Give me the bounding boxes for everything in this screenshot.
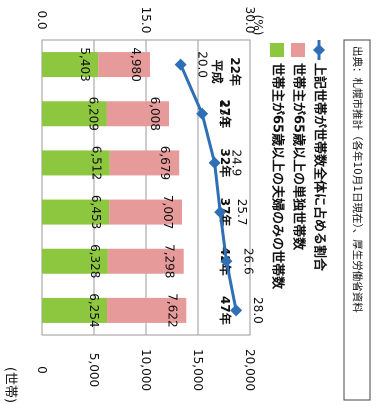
data-label-65plus-couple: 6,453 (89, 195, 103, 229)
bar-segment-65plus-couple (42, 297, 108, 323)
data-label-65plus-couple: 6,328 (88, 244, 102, 278)
data-label-65plus-single: 6,008 (148, 97, 162, 131)
ratio-marker (174, 58, 187, 71)
bar-segment-65plus-couple (42, 199, 110, 225)
data-label-65plus-couple: 6,254 (87, 293, 101, 327)
ratio-marker (214, 206, 227, 219)
percent-axis-tick-label: 0.0 (35, 10, 49, 29)
legend-label: 世帯主が65歳以上の単独世帯数 (291, 63, 307, 251)
bar-segment-65plus-couple (42, 101, 107, 127)
source-note: 出典：札幌市推計（各年10月1日現在）、厚生労働省資料 (351, 46, 364, 313)
data-label-65plus-single: 7,298 (163, 244, 177, 278)
value-axis-tick-label: 10,000 (139, 349, 153, 391)
legend-label: 上記世帯が世帯数全体に占める割合 (312, 63, 328, 272)
bar-segment-65plus-couple (42, 52, 99, 78)
data-label-65plus-single: 7,007 (161, 195, 175, 229)
ratio-data-label: 20.0 (196, 51, 210, 78)
ratio-marker (230, 304, 243, 317)
category-label: 22年 (228, 57, 243, 86)
ratio-data-label: 26.6 (241, 248, 255, 275)
bar-segment-65plus-single (107, 248, 184, 274)
legend-line-marker (313, 44, 325, 56)
data-label-65plus-couple: 6,512 (90, 146, 104, 180)
category-label: 32年 (218, 149, 233, 178)
value-axis-tick-label: 15,000 (191, 349, 205, 391)
data-label-65plus-couple: 6,209 (87, 97, 101, 131)
bar-segment-65plus-couple (42, 150, 110, 176)
ratio-data-label: 23.1 (217, 100, 231, 127)
bar-segment-65plus-single (109, 199, 182, 225)
legend-swatch (291, 43, 305, 57)
value-axis-title: (世帯) (3, 367, 18, 403)
legend-swatch (270, 43, 284, 57)
data-label-65plus-couple: 5,403 (78, 47, 92, 81)
bar-segment-65plus-single (106, 101, 170, 127)
ratio-marker (208, 156, 221, 169)
bar-segment-65plus-single (109, 150, 180, 176)
ratio-marker (196, 107, 209, 120)
bar-segment-65plus-couple (42, 248, 108, 274)
ratio-data-label: 28.0 (251, 297, 265, 324)
category-label: 27年 (218, 99, 233, 128)
data-label-65plus-single: 4,980 (129, 47, 143, 81)
ratio-marker (220, 255, 233, 268)
category-label: 47年 (218, 296, 233, 325)
value-axis-tick-label: 5,000 (87, 353, 101, 387)
percent-axis-tick-label: 30.0 (243, 7, 257, 34)
percent-axis-title: (%) (251, 15, 265, 36)
value-axis-tick-label: 0 (35, 366, 49, 374)
bar-segment-65plus-single (98, 52, 150, 78)
ratio-data-label: 24.9 (230, 150, 244, 177)
percent-axis-tick-label: 15.0 (139, 7, 153, 34)
bar-segment-65plus-single (107, 297, 187, 323)
source-box (343, 39, 371, 401)
data-label-65plus-single: 7,622 (165, 293, 179, 327)
ratio-data-label: 25.7 (235, 199, 249, 226)
ratio-line (179, 63, 238, 311)
value-axis-tick-label: 20,000 (243, 349, 257, 391)
category-era-label: 平成 (210, 60, 225, 84)
legend-label: 世帯主が65歳以上の夫婦のみの世帯数 (270, 63, 286, 290)
data-label-65plus-single: 6,679 (158, 146, 172, 180)
